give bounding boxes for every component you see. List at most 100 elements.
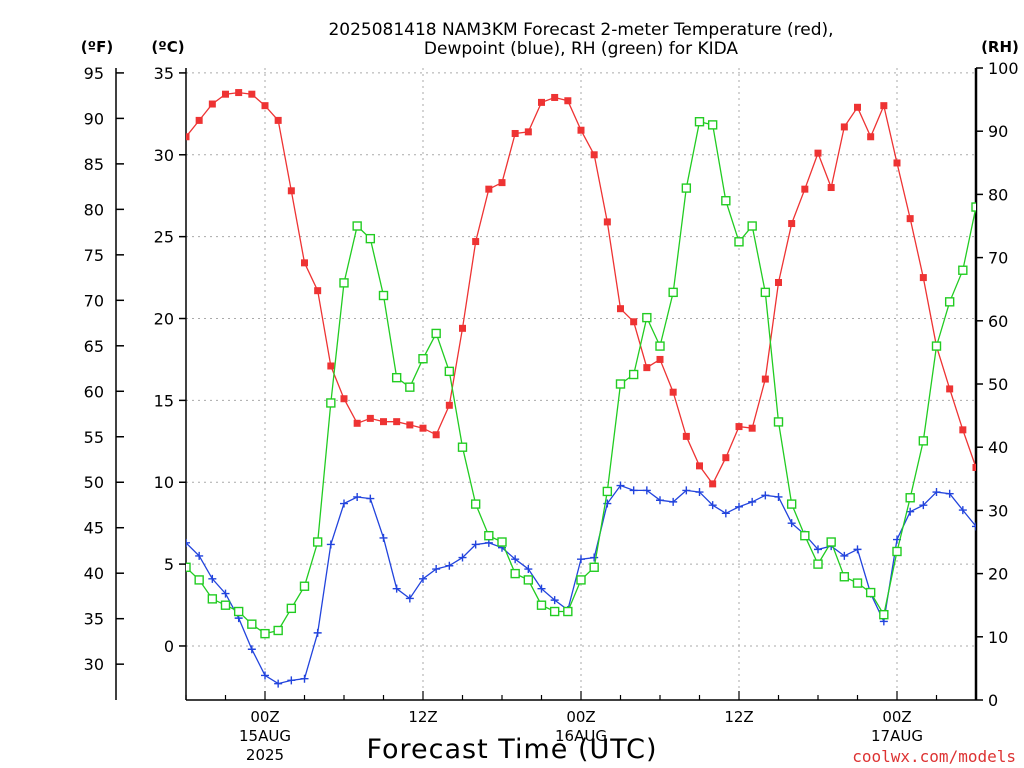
rh-point	[233, 606, 244, 617]
rh-point	[378, 290, 389, 301]
fahrenheit-tick-label: 90	[84, 109, 104, 128]
temperature-point	[353, 419, 361, 427]
dewpoint-point	[379, 533, 388, 542]
temperature-point	[393, 418, 401, 426]
dewpoint-point	[353, 492, 362, 501]
dewpoint-point	[906, 507, 915, 516]
celsius-tick-label: 30	[154, 146, 174, 165]
temperature-point	[603, 218, 611, 226]
dewpoint-point	[748, 497, 757, 506]
rh-point	[299, 581, 310, 591]
temperature-point	[327, 362, 335, 370]
rh-point	[655, 341, 665, 351]
rh-point	[312, 537, 323, 547]
temperature-point	[972, 464, 976, 472]
fahrenheit-tick-label: 75	[84, 246, 104, 265]
dewpoint-point	[432, 565, 441, 574]
rh-point	[892, 546, 902, 557]
fahrenheit-tick-label: 70	[84, 291, 104, 310]
rh-point	[536, 600, 547, 610]
temperature-point	[235, 89, 243, 97]
temperature-point	[735, 423, 743, 431]
temperature-point	[261, 102, 269, 110]
dewpoint-point	[208, 574, 217, 583]
rh-unit-label: (RH)	[981, 38, 1019, 56]
celsius-tick-label: 35	[154, 64, 174, 83]
rh-tick-label: 30	[988, 501, 1008, 520]
date-tick-label: 17AUG	[871, 727, 923, 745]
dewpoint-point	[774, 492, 783, 501]
dewpoint-point	[537, 584, 546, 593]
rh-point	[497, 537, 507, 547]
temperature-point	[788, 220, 796, 228]
fahrenheit-axis: 30 35 40 45 50 55 60 65 70 75 80 85 90 95	[84, 64, 124, 674]
rh-point	[352, 221, 362, 231]
temperature-point	[511, 129, 519, 137]
fahrenheit-tick-label: 95	[84, 64, 104, 83]
dewpoint-point	[669, 497, 678, 506]
dewpoint-point	[708, 501, 717, 510]
rh-point	[484, 530, 494, 541]
temperature-point	[840, 123, 848, 131]
temperature-point	[208, 100, 216, 108]
dewpoint-point	[471, 540, 480, 549]
dewpoint-point	[577, 555, 585, 564]
dewpoint-point	[840, 551, 849, 560]
rh-point	[194, 575, 204, 585]
dewpoint-point	[945, 489, 954, 498]
temperature-point	[709, 480, 717, 488]
dewpoint-point	[287, 676, 296, 685]
temperature-point	[222, 90, 229, 98]
temperature-point	[801, 185, 809, 193]
temperature-point	[195, 116, 203, 124]
rh-point	[642, 312, 652, 323]
temperature-point	[682, 432, 690, 440]
dewpoint-point	[735, 502, 743, 511]
temperature-point	[485, 185, 493, 193]
temperature-point	[366, 414, 374, 422]
dewpoint-point	[590, 553, 599, 562]
temperature-point	[314, 287, 322, 295]
temperature-point	[498, 179, 506, 187]
year-tick-label: 2025	[246, 746, 284, 764]
rh-tick-label: 60	[988, 312, 1008, 331]
dewpoint-point	[419, 574, 427, 583]
rh-point	[786, 499, 797, 509]
dewpoint-point	[405, 594, 414, 603]
rh-point	[286, 603, 297, 614]
rh-tick-label: 50	[988, 375, 1008, 394]
time-tick-label: 12Z	[408, 708, 437, 726]
dewpoint-point	[616, 481, 625, 490]
date-tick-label: 15AUG	[239, 727, 291, 745]
temperature-point	[959, 426, 967, 434]
x-axis-label: Forecast Time (UTC)	[366, 734, 657, 765]
temperature-point	[669, 388, 677, 396]
temperature-point	[867, 133, 875, 141]
rh-point	[365, 233, 376, 244]
rh-point	[391, 372, 402, 383]
dewpoint-point	[340, 499, 348, 508]
rh-point	[431, 328, 441, 339]
rh-point	[839, 572, 850, 582]
rh-point	[339, 278, 349, 288]
rh-tick-label: 0	[988, 691, 998, 710]
time-tick-label: 00Z	[882, 708, 911, 726]
dewpoint-point	[247, 645, 256, 654]
dewpoint-point	[550, 596, 559, 605]
dewpoint-point	[458, 553, 467, 562]
rh-point	[734, 237, 744, 247]
temperature-point	[854, 103, 861, 111]
dewpoint-point	[958, 506, 967, 515]
rh-point	[800, 530, 810, 541]
temperature-line	[186, 91, 976, 486]
dewpoint-point	[274, 679, 283, 688]
rh-point	[563, 606, 573, 617]
dewpoint-point	[787, 519, 796, 528]
rh-point	[457, 442, 468, 452]
dewpoint-point	[682, 486, 691, 495]
fahrenheit-tick-label: 40	[84, 564, 104, 583]
rh-point	[971, 202, 976, 212]
temperature-point	[643, 364, 651, 372]
fahrenheit-tick-label: 80	[84, 200, 104, 219]
